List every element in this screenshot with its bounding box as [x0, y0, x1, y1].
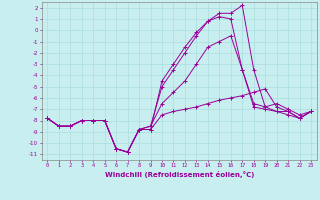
X-axis label: Windchill (Refroidissement éolien,°C): Windchill (Refroidissement éolien,°C): [105, 171, 254, 178]
